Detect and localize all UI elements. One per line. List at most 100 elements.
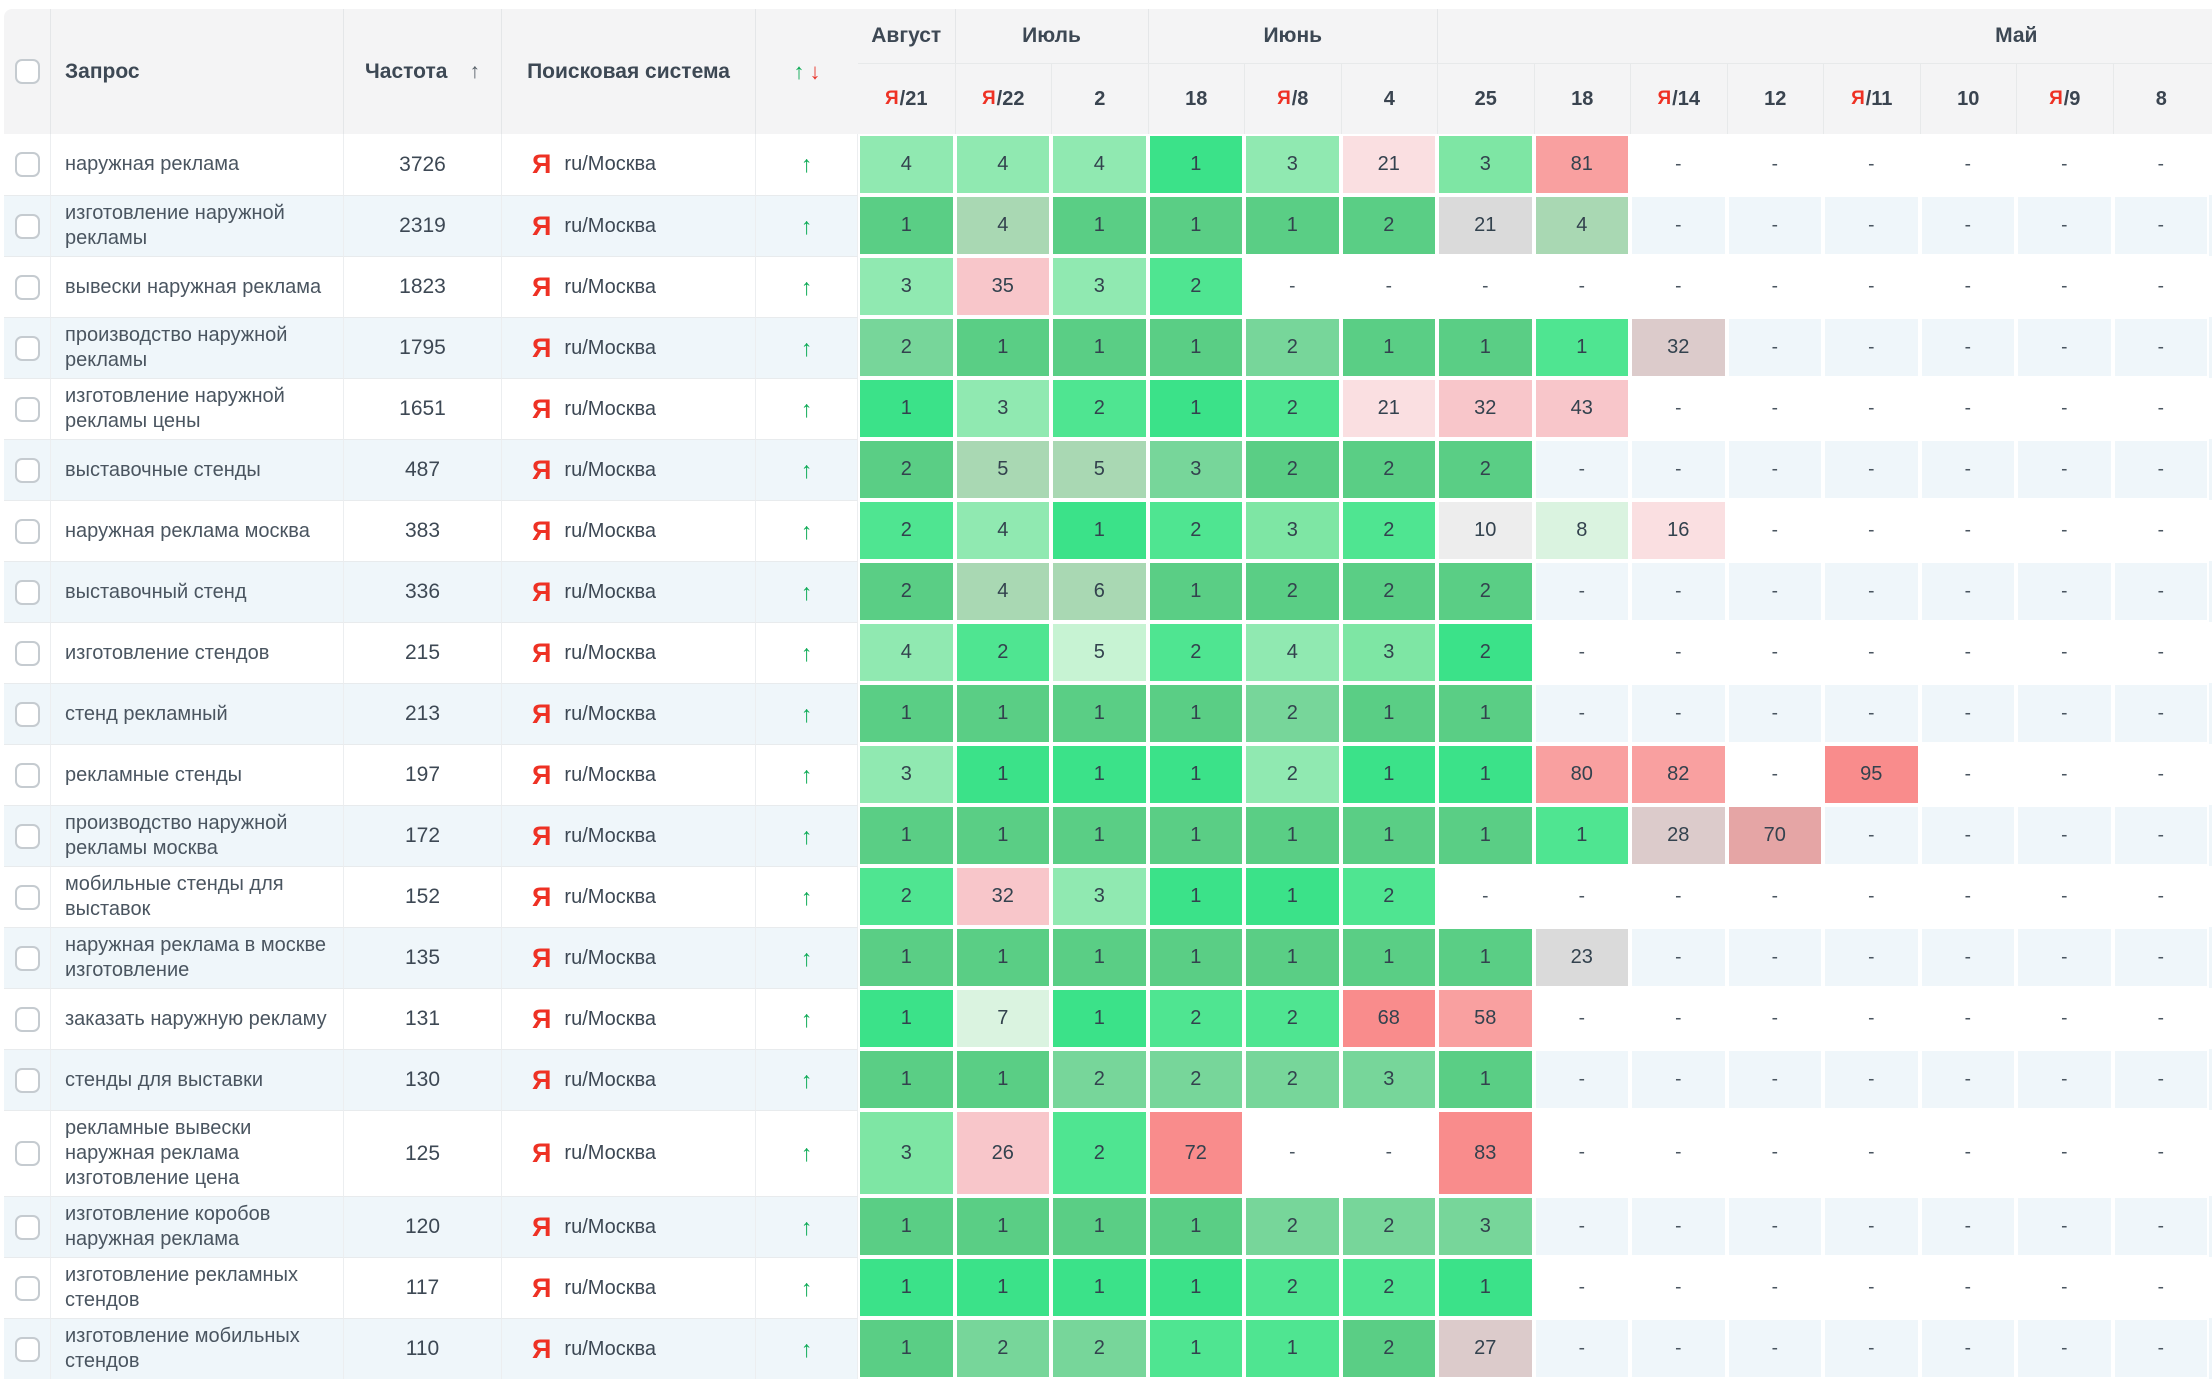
row-checkbox[interactable]: [14, 945, 40, 971]
row-checkbox[interactable]: [14, 701, 40, 727]
rank-value: -: [1675, 1337, 1682, 1359]
yandex-icon: Я: [532, 1333, 552, 1364]
rank-cell: 2: [1244, 744, 1341, 805]
rank-value: -: [1675, 702, 1682, 724]
rank-cell-empty: -: [1919, 988, 2016, 1049]
frequency-cell: 1651: [344, 378, 502, 439]
rank-cell: 2: [1147, 988, 1244, 1049]
date-column-header[interactable]: Я/8: [1244, 64, 1341, 134]
rank-cell-empty: -: [1823, 622, 1920, 683]
date-column-header[interactable]: Я/21: [858, 64, 955, 134]
rank-cell: 1: [1051, 317, 1148, 378]
date-column-header[interactable]: Я/11: [1823, 64, 1920, 134]
rank-value: -: [2061, 275, 2068, 297]
rank-value: -: [1675, 275, 1682, 297]
trend-cell: ↑: [756, 622, 858, 683]
row-checkbox[interactable]: [14, 1067, 40, 1093]
row-checkbox[interactable]: [14, 640, 40, 666]
rank-cell-empty: -: [1630, 622, 1727, 683]
rank-value: 1: [1190, 763, 1202, 785]
date-column-header[interactable]: 18: [1147, 64, 1245, 134]
rank-value: -: [1964, 824, 1971, 846]
rank-cell: 1: [954, 683, 1051, 744]
rank-value: 1: [1190, 336, 1202, 358]
trend-column-header[interactable]: ↑ ↓: [756, 9, 858, 134]
date-column-header[interactable]: 12: [1726, 64, 1824, 134]
row-checkbox[interactable]: [14, 1336, 40, 1362]
rank-cell-empty: -: [2112, 1318, 2209, 1379]
rank-value: 16: [1667, 519, 1690, 541]
row-checkbox-cell: [4, 1257, 51, 1318]
trend-up-arrow-icon: ↑: [800, 212, 813, 239]
row-checkbox[interactable]: [14, 152, 40, 177]
rank-value: 1: [1190, 214, 1202, 236]
row-checkbox[interactable]: [14, 1275, 40, 1301]
rank-cell: 2: [1340, 561, 1437, 622]
rank-cell-empty: -: [2016, 744, 2113, 805]
rank-cell-empty: -: [2112, 805, 2209, 866]
sort-asc-icon[interactable]: ↑: [469, 59, 480, 83]
date-column-header[interactable]: 2: [1051, 64, 1148, 134]
rank-cell-empty: -: [1726, 744, 1823, 805]
select-all-checkbox[interactable]: [14, 59, 40, 84]
date-column-header[interactable]: Я/22: [954, 64, 1052, 134]
row-checkbox[interactable]: [14, 1141, 40, 1166]
rank-cell: 1: [858, 1318, 955, 1379]
yandex-icon: Я: [532, 454, 552, 485]
trend-up-arrow-icon: ↑: [800, 456, 813, 483]
date-column-header[interactable]: 8: [2112, 64, 2210, 134]
rank-value: 1: [1479, 336, 1491, 358]
rank-cell: 1: [858, 1196, 955, 1257]
frequency-column-header[interactable]: Частота ↑: [344, 9, 502, 134]
row-checkbox[interactable]: [14, 823, 40, 849]
date-column-header[interactable]: 25: [1437, 64, 1534, 134]
rank-cell-empty: -: [2016, 195, 2113, 256]
row-checkbox[interactable]: [14, 579, 40, 605]
date-column-header[interactable]: Я/9: [2016, 64, 2113, 134]
yandex-icon: Я: [532, 1272, 552, 1303]
row-checkbox[interactable]: [14, 335, 40, 361]
rank-value: -: [2157, 763, 2164, 785]
rank-value: 1: [1479, 1276, 1491, 1298]
row-checkbox-cell: [4, 378, 51, 439]
date-column-header[interactable]: Я/14: [1630, 64, 1727, 134]
rank-value: 3: [1479, 1215, 1491, 1237]
frequency-value: 2319: [399, 214, 446, 237]
rank-value: -: [1675, 946, 1682, 968]
date-column-header[interactable]: 18: [1533, 64, 1631, 134]
rank-cell-empty: -: [2112, 134, 2209, 195]
row-checkbox[interactable]: [14, 1214, 40, 1240]
rank-value: -: [1675, 885, 1682, 907]
rank-cell-empty: -: [1533, 1196, 1630, 1257]
rank-value: -: [1868, 1337, 1875, 1359]
rank-value: 43: [1570, 397, 1593, 419]
query-text: изготовление наружной рекламы цены: [65, 385, 285, 432]
rank-value: -: [2061, 1337, 2068, 1359]
rank-value: 1: [900, 1007, 912, 1029]
rank-cell: 1: [1340, 805, 1437, 866]
row-checkbox[interactable]: [14, 762, 40, 788]
rank-cell-empty: -: [2016, 805, 2113, 866]
rank-cell: 72: [1147, 1110, 1244, 1196]
row-checkbox[interactable]: [14, 213, 40, 239]
row-checkbox[interactable]: [14, 1006, 40, 1032]
rank-value: -: [1482, 275, 1489, 297]
engine-region-text: ru/Москва: [564, 763, 657, 786]
date-column-header[interactable]: 10: [1919, 64, 2017, 134]
rank-cell-empty: -: [1630, 439, 1727, 500]
rank-value: -: [1578, 1276, 1585, 1298]
row-checkbox[interactable]: [14, 396, 40, 422]
row-checkbox[interactable]: [14, 884, 40, 910]
rank-cell-empty: -: [1244, 256, 1341, 317]
rank-value: 1: [997, 336, 1009, 358]
row-checkbox-cell: [4, 500, 51, 561]
row-checkbox[interactable]: [14, 518, 40, 544]
row-checkbox[interactable]: [14, 274, 40, 300]
engine-region-text: ru/Москва: [564, 275, 657, 298]
date-column-header[interactable]: 4: [1340, 64, 1438, 134]
row-checkbox[interactable]: [14, 457, 40, 483]
